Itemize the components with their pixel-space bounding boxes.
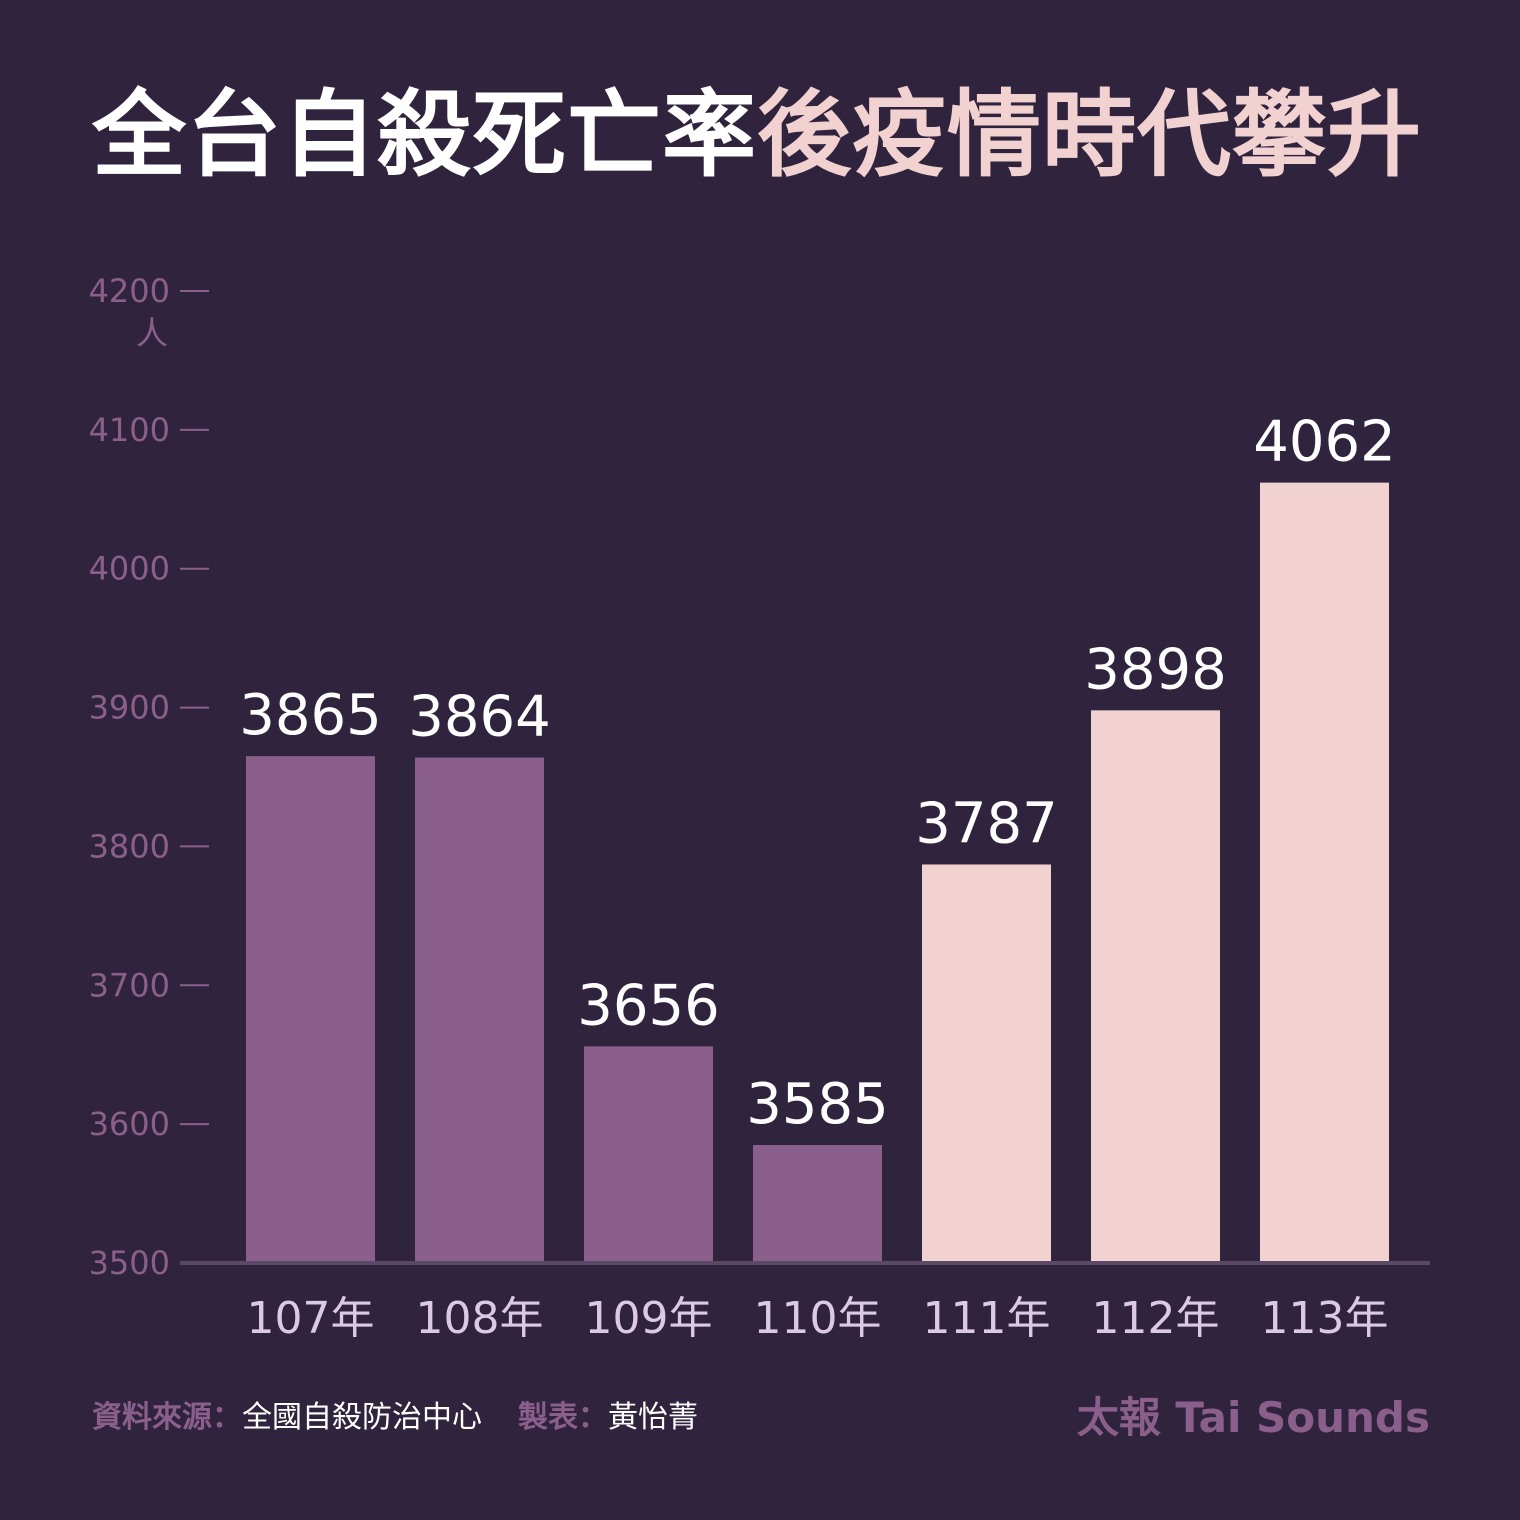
- bar-value-label: 4062: [1253, 410, 1396, 475]
- author-label: 製表：: [518, 1400, 608, 1435]
- bar-111年: [922, 864, 1051, 1263]
- bar-113年: [1260, 482, 1389, 1263]
- bar-value-label: 3656: [577, 973, 720, 1038]
- footer-credits: 資料來源：全國自殺防治中心 製表：黃怡菁: [92, 1392, 698, 1436]
- bar-107年: [246, 756, 375, 1263]
- chart-title: 全台自殺死亡率後疫情時代攀升: [92, 81, 1423, 190]
- y-tick-label: 4100: [89, 411, 170, 449]
- bar-110年: [753, 1144, 882, 1263]
- y-unit-label: 人: [136, 314, 168, 352]
- y-tick-label: 4000: [89, 550, 170, 588]
- bar-value-label: 3864: [408, 685, 551, 750]
- x-category-label: 112年: [1092, 1293, 1220, 1344]
- source-label: 資料來源：: [92, 1400, 242, 1435]
- author-value: 黃怡菁: [608, 1400, 698, 1435]
- x-category-label: 109年: [585, 1293, 713, 1344]
- x-category-label: 113年: [1261, 1293, 1389, 1344]
- bar-value-label: 3585: [746, 1072, 889, 1137]
- bar-112年: [1091, 710, 1220, 1263]
- title-part-2: 後疫情時代攀升: [757, 81, 1423, 190]
- title-part-1: 全台自殺死亡率: [92, 81, 758, 190]
- brand-logo-text: 太報 Tai Sounds: [1076, 1393, 1430, 1442]
- source-value: 全國自殺防治中心: [242, 1400, 482, 1435]
- y-tick-label: 4200: [89, 272, 170, 310]
- y-tick-label: 3500: [89, 1244, 170, 1282]
- y-tick-label: 3600: [89, 1105, 170, 1143]
- x-category-label: 110年: [754, 1293, 882, 1344]
- x-category-label: 107年: [247, 1293, 375, 1344]
- bar-value-label: 3898: [1084, 637, 1227, 702]
- x-category-label: 108年: [416, 1293, 544, 1344]
- y-tick-label: 3900: [89, 689, 170, 727]
- x-category-label: 111年: [923, 1293, 1051, 1344]
- y-tick-label: 3800: [89, 827, 170, 865]
- bar-value-label: 3787: [915, 791, 1058, 856]
- bar-value-label: 3865: [239, 683, 382, 748]
- bar-108年: [415, 757, 544, 1263]
- bar-109年: [584, 1046, 713, 1263]
- y-tick-label: 3700: [89, 966, 170, 1004]
